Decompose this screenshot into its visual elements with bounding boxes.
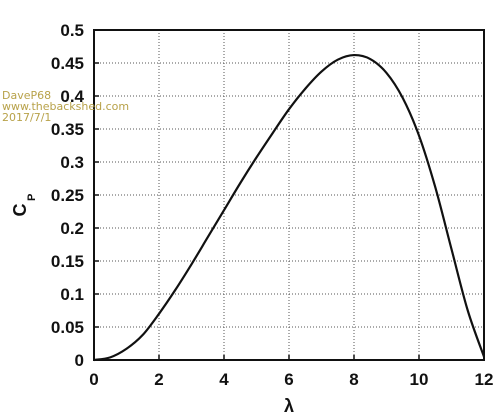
y-tick-label: 0.4: [60, 87, 84, 106]
plot-frame: [93, 29, 485, 361]
watermark-line-1: DaveP68: [2, 89, 51, 102]
y-axis-label: C P: [10, 194, 38, 217]
x-tick-label: 4: [219, 370, 229, 389]
y-axis-label-main: C: [10, 204, 30, 217]
x-tick-label: 6: [284, 370, 293, 389]
watermark-line-2: www.thebackshed.com: [2, 100, 129, 113]
y-tick-label: 0.5: [60, 21, 84, 40]
y-tick-label: 0.35: [51, 120, 84, 139]
watermark: DaveP68 www.thebackshed.com 2017/7/1: [2, 89, 129, 124]
grid: [93, 29, 485, 361]
cp-curve-line: [93, 53, 486, 362]
y-tick-label: 0.45: [51, 54, 84, 73]
watermark-line-3: 2017/7/1: [2, 111, 51, 124]
x-tick-label: 10: [410, 370, 429, 389]
y-axis-label-subscript: P: [26, 194, 38, 201]
y-tick-label: 0.05: [51, 318, 84, 337]
y-tick-label: 0.3: [60, 153, 84, 172]
x-tick-label: 12: [475, 370, 494, 389]
y-tick-label: 0: [75, 351, 84, 370]
y-tick-label: 0.15: [51, 252, 84, 271]
y-tick-label: 0.1: [60, 285, 84, 304]
x-tick-label: 8: [349, 370, 358, 389]
x-axis-label: λ: [284, 396, 294, 414]
y-tick-label: 0.2: [60, 219, 84, 238]
y-tick-labels: 0 0.05 0.1 0.15 0.2 0.25 0.3 0.35 0.4 0.45 0.5: [51, 21, 85, 370]
y-tick-label: 0.25: [51, 186, 84, 205]
x-tick-labels: 0 2 4 6 8 10 12: [89, 370, 493, 389]
plot-area: [93, 53, 486, 362]
x-tick-label: 2: [154, 370, 163, 389]
x-tick-label: 0: [89, 370, 98, 389]
